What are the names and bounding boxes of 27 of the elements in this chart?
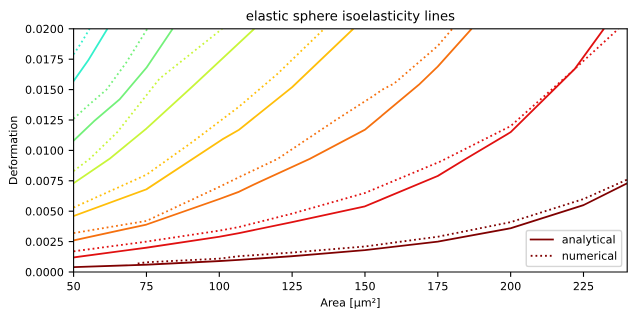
x-tick-label: 150 [356, 282, 375, 290]
chart-title: elastic sphere isoelasticity lines [246, 10, 454, 24]
x-axis-title: Area [μm²] [320, 298, 380, 309]
y-tick-label: 0.0125 [26, 116, 63, 124]
line-series [74, 28, 224, 172]
y-tick-label: 0.0150 [26, 86, 64, 94]
x-tick-label: 50 [67, 282, 80, 290]
line-series [74, 28, 174, 142]
y-tick-label: 0.0075 [26, 176, 63, 186]
x-tick-label: 225 [574, 282, 594, 290]
y-tick-label: 0.0000 [26, 268, 64, 276]
x-tick-label: 175 [428, 282, 448, 290]
y-tick-label: 0.0175 [26, 55, 63, 64]
y-tick-label: 0.0100 [26, 146, 64, 155]
line-series [74, 182, 628, 268]
y-tick-label: 0.0050 [26, 207, 64, 216]
line-series [74, 28, 148, 120]
legend-label: numerical [562, 251, 616, 260]
y-tick-label: 0.0200 [26, 24, 64, 34]
legend-label: analytical [562, 234, 615, 246]
line-series [74, 28, 256, 184]
x-tick-label: 125 [282, 282, 302, 290]
y-tick-label: 0.0025 [26, 238, 63, 246]
x-tick-label: 100 [210, 282, 230, 290]
y-axis-title: Deformation [8, 116, 18, 184]
x-tick-label: 200 [500, 282, 521, 290]
x-tick-label: 75 [140, 282, 153, 290]
